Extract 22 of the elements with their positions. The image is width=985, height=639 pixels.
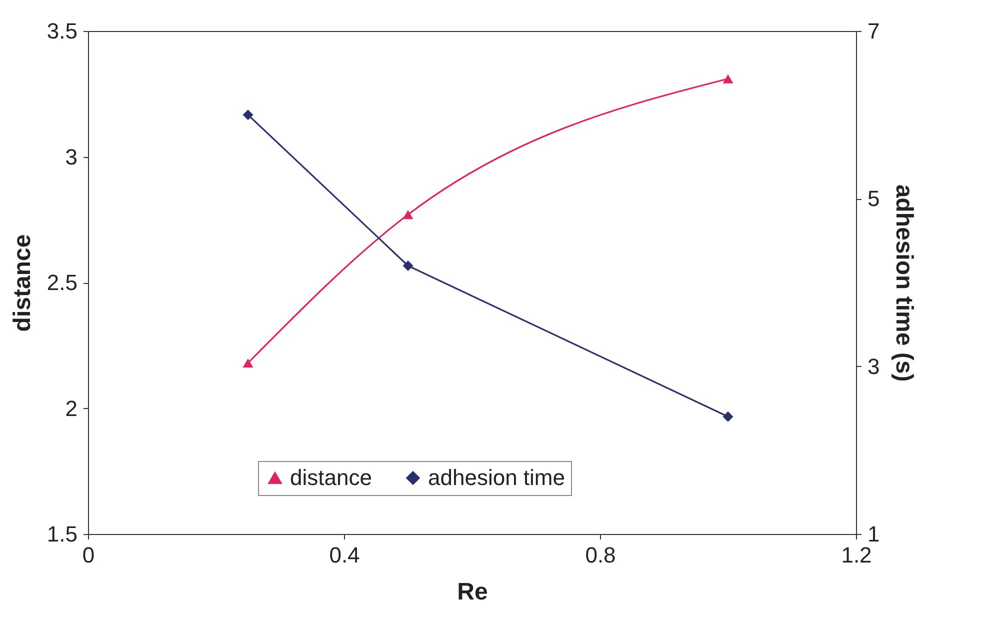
point: [722, 74, 734, 84]
point: [242, 110, 254, 120]
x-tick-label: 0.8: [585, 542, 616, 568]
x-tick-label: 0: [82, 542, 95, 568]
y2-tick-label: 3: [868, 354, 880, 379]
point: [242, 358, 254, 368]
y2-tick-label: 5: [868, 186, 880, 212]
x-tick-label: 0.4: [329, 542, 360, 568]
y-tick-label: 1.5: [46, 522, 78, 546]
y2-tick-label: 7: [868, 18, 880, 44]
point: [402, 260, 414, 271]
point: [402, 210, 414, 220]
y-tick-label: 2.5: [46, 270, 78, 295]
y-tick-label: 3.5: [46, 18, 78, 44]
y2-axis-title: adhesion time (s): [890, 184, 918, 382]
point: [722, 411, 734, 422]
y-axis-title: distance: [8, 234, 36, 332]
legend-label: adhesion time: [428, 465, 565, 490]
x-axis-title: Re: [457, 578, 488, 606]
y-tick-label: 2: [65, 396, 78, 421]
legend-label: distance: [290, 465, 372, 490]
y-tick-label: 3: [65, 144, 78, 170]
